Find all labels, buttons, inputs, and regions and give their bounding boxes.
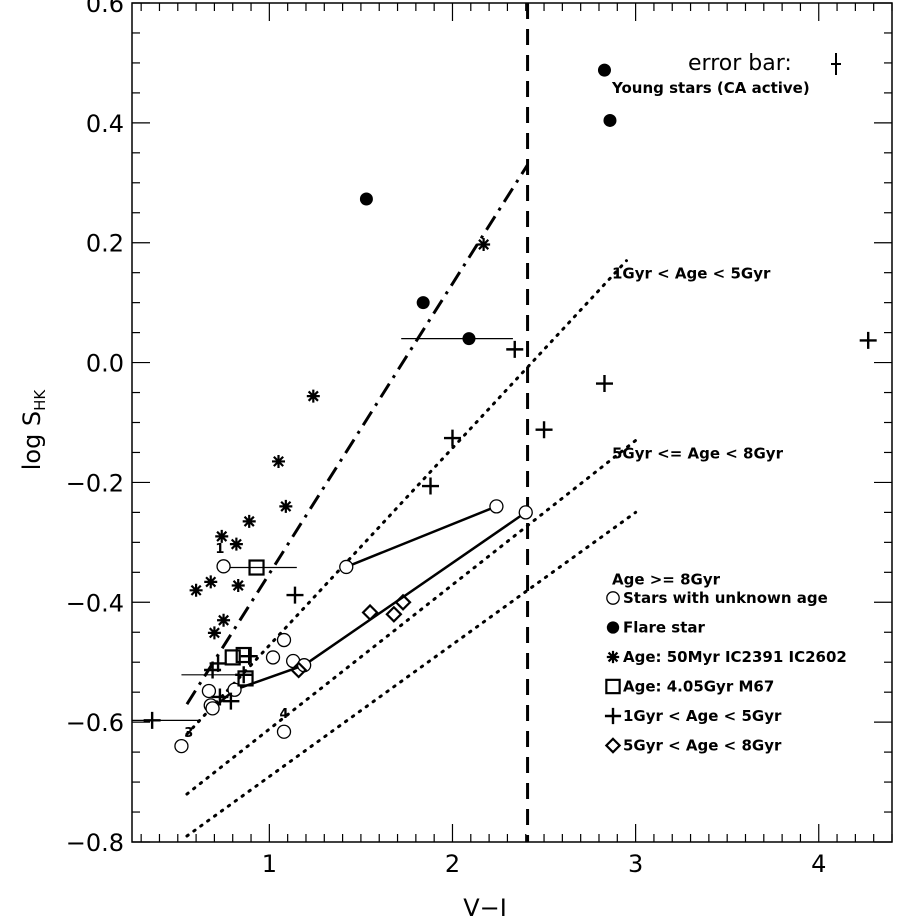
open-circle-point bbox=[276, 724, 292, 739]
dotted-boundary-line bbox=[185, 259, 628, 736]
error-bar-label: error bar: bbox=[688, 51, 792, 76]
open-circle-point bbox=[265, 650, 281, 665]
asterisk-point bbox=[207, 626, 221, 640]
region-label: Young stars (CA active) bbox=[611, 79, 810, 97]
legend-marker-asterisk bbox=[606, 650, 620, 664]
horizontal-error-bars bbox=[132, 338, 513, 721]
square-point bbox=[237, 670, 254, 687]
asterisk-point bbox=[189, 583, 203, 597]
legend-marker-diamond bbox=[604, 737, 622, 754]
asterisk-point bbox=[217, 613, 231, 627]
asterisk-point bbox=[229, 537, 243, 551]
diamond-point bbox=[290, 661, 308, 679]
open-circle-point bbox=[205, 701, 220, 716]
filled-circle-point bbox=[462, 332, 476, 346]
x-tick-label: 4 bbox=[811, 850, 826, 878]
legend-marker-open-circle bbox=[606, 591, 620, 605]
asterisk-point bbox=[204, 575, 218, 589]
open-circle-point bbox=[339, 559, 354, 575]
y-tick-label: 0.0 bbox=[86, 350, 124, 378]
x-axis-label: V−I bbox=[463, 894, 507, 922]
y-tick-label: −0.6 bbox=[66, 709, 124, 737]
legend-label: 5Gyr < Age < 8Gyr bbox=[623, 737, 782, 755]
diamond-point bbox=[385, 605, 403, 623]
y-axis-label-sub: HK bbox=[31, 389, 49, 411]
plus-point bbox=[859, 331, 877, 349]
plus-point bbox=[535, 421, 553, 439]
legend-label: Flare star bbox=[623, 619, 706, 637]
plus-point bbox=[422, 477, 440, 495]
y-axis-label-main: log S bbox=[18, 411, 46, 470]
point-numbers: 1 3 4 bbox=[184, 542, 288, 741]
region-label: 5Gyr <= Age < 8Gyr bbox=[612, 444, 784, 462]
x-tick-label: 3 bbox=[628, 850, 643, 878]
point-number: 3 bbox=[184, 726, 193, 741]
point-number: 4 bbox=[279, 707, 288, 722]
legend-label: Stars with unknown age bbox=[623, 589, 828, 607]
plus-point bbox=[222, 692, 240, 710]
asterisk-point bbox=[231, 579, 245, 593]
open-circle-point bbox=[518, 505, 533, 520]
plus-point bbox=[209, 654, 227, 672]
filled-circle-point bbox=[359, 192, 373, 206]
open-circle-point bbox=[201, 683, 217, 699]
boundary-lines bbox=[185, 3, 638, 842]
diamond-point bbox=[394, 593, 412, 611]
x-tick-label: 1 bbox=[262, 850, 277, 878]
connecting-line bbox=[303, 511, 527, 667]
open-circle-point bbox=[489, 499, 504, 514]
asterisk-point bbox=[242, 514, 256, 528]
plus-point bbox=[506, 340, 524, 358]
open-circle-point bbox=[276, 632, 292, 648]
plus-point bbox=[595, 375, 613, 393]
plus-point bbox=[211, 688, 229, 706]
legend-marker-square bbox=[605, 678, 621, 695]
y-tick-label: 0.2 bbox=[86, 230, 124, 258]
open-circle-point bbox=[216, 559, 231, 574]
asterisk-point bbox=[477, 238, 491, 252]
y-tick-label: 0.4 bbox=[86, 110, 124, 138]
legend: Stars with unknown age Flare star Age: 50M… bbox=[604, 589, 847, 755]
connecting-line bbox=[345, 505, 497, 569]
legend-marker-filled-circle bbox=[606, 621, 620, 634]
filled-circle-point bbox=[416, 296, 430, 310]
legend-label: Age: 50Myr IC2391 IC2602 bbox=[623, 648, 847, 666]
legend-label: Age: 4.05Gyr M67 bbox=[623, 678, 774, 696]
filled-circle-point bbox=[597, 63, 611, 77]
region-labels: Young stars (CA active) 1Gyr < Age < 5Gyr… bbox=[611, 79, 810, 588]
square-point bbox=[248, 559, 265, 576]
y-tick-label: −0.8 bbox=[66, 829, 124, 857]
axis-ticks bbox=[132, 2, 893, 843]
dotted-boundary-line bbox=[185, 438, 638, 796]
y-tick-label: 0.6 bbox=[86, 0, 124, 18]
square-point bbox=[224, 649, 241, 666]
x-tick-label: 2 bbox=[445, 850, 460, 878]
legend-label: 1Gyr < Age < 5Gyr bbox=[623, 707, 782, 725]
error-bar-glyph bbox=[831, 53, 841, 75]
tick-labels: 1 2 3 4 −0.8 −0.6 −0.4 −0.2 0.0 0.2 0.4 0.6 bbox=[66, 0, 827, 878]
asterisk-point bbox=[272, 454, 286, 468]
filled-circle-point bbox=[603, 113, 617, 127]
y-axis-label: log SHK bbox=[18, 389, 49, 471]
y-tick-label: −0.4 bbox=[66, 589, 124, 617]
region-label: Age >= 8Gyr bbox=[612, 570, 721, 588]
data-points bbox=[143, 63, 877, 754]
plus-point bbox=[235, 666, 253, 684]
dotted-boundary-line bbox=[185, 510, 638, 838]
legend-marker-plus bbox=[604, 707, 622, 725]
plus-point bbox=[443, 429, 461, 447]
plus-point bbox=[143, 711, 161, 729]
point-number: 1 bbox=[215, 542, 224, 557]
asterisk-point bbox=[215, 529, 229, 543]
plus-point bbox=[240, 647, 258, 665]
asterisk-point bbox=[279, 499, 293, 513]
dashdot-boundary-line bbox=[185, 164, 529, 705]
region-label: 1Gyr < Age < 5Gyr bbox=[612, 265, 771, 283]
diamond-point bbox=[361, 603, 379, 622]
plus-point bbox=[286, 586, 304, 604]
asterisk-point bbox=[306, 389, 320, 403]
y-tick-label: −0.2 bbox=[66, 469, 124, 497]
open-circle-point bbox=[174, 738, 189, 754]
